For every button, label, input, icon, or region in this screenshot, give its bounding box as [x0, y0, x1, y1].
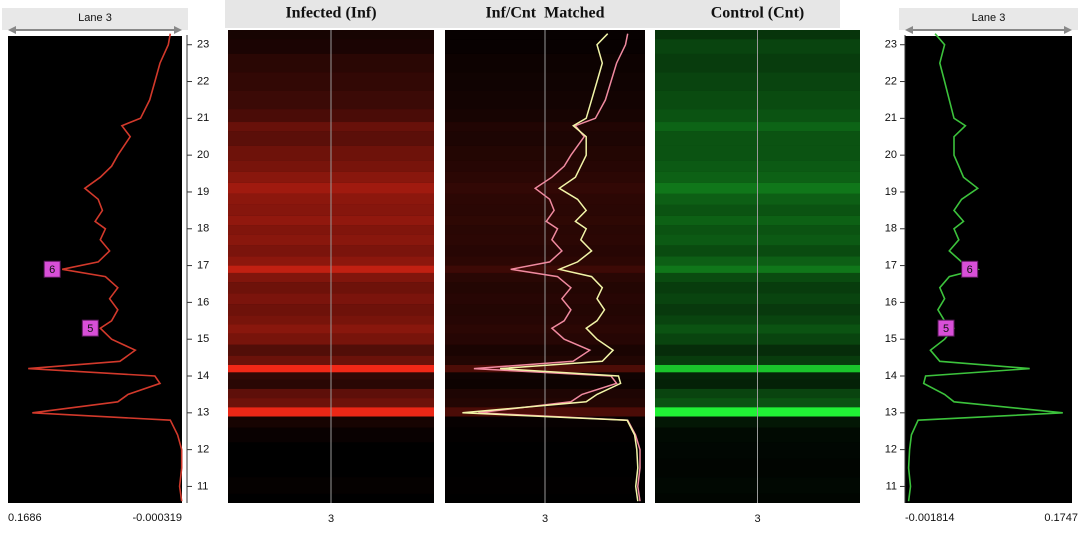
y-tick-label: 20	[197, 149, 209, 161]
y-tick-label: 14	[197, 370, 209, 382]
panel-header	[899, 8, 1078, 30]
arrow-right	[1064, 26, 1072, 34]
y-tick-label: 14	[885, 370, 897, 382]
marker-label: 6	[49, 264, 55, 276]
y-tick-label: 22	[885, 75, 897, 87]
marker-label: 5	[943, 323, 949, 335]
marker-box	[961, 260, 979, 278]
x-end-label: 0.1747	[1044, 512, 1078, 524]
plot-area	[8, 36, 182, 503]
y-tick-label: 17	[197, 259, 209, 271]
y-tick-label: 16	[197, 296, 209, 308]
y-tick-label: 11	[197, 480, 208, 492]
y-tick-label: 21	[197, 112, 209, 124]
y-tick-label: 20	[885, 149, 897, 161]
plot-area	[905, 36, 1072, 503]
x-end-label: -0.001814	[905, 512, 955, 524]
y-tick-label: 12	[885, 444, 897, 456]
gel-title: Infected (Inf)	[285, 5, 376, 22]
y-tick-label: 13	[197, 407, 209, 419]
x-end-label: 0.1686	[8, 512, 42, 524]
marker-box	[81, 319, 99, 337]
y-tick-label: 13	[885, 407, 897, 419]
profile-line	[907, 33, 1063, 502]
y-tick-label: 15	[197, 333, 209, 345]
y-tick-label: 15	[885, 333, 897, 345]
lane-label: 3	[542, 513, 548, 525]
y-tick-label: 19	[885, 186, 897, 198]
panel-title: Lane 3	[972, 12, 1006, 24]
y-tick-label: 22	[197, 75, 209, 87]
overlay-line	[462, 33, 639, 502]
title-band	[225, 0, 840, 28]
y-tick-label: 18	[885, 223, 897, 235]
y-tick-label: 18	[197, 223, 209, 235]
panel-title: Lane 3	[78, 12, 112, 24]
arrow-left	[8, 26, 16, 34]
y-tick-label: 12	[197, 444, 209, 456]
y-tick-label: 23	[885, 39, 897, 51]
arrow-left	[905, 26, 913, 34]
profile-line	[28, 33, 183, 502]
marker-label: 5	[87, 323, 93, 335]
y-tick-label: 19	[197, 186, 209, 198]
panel-header	[2, 8, 188, 30]
y-tick-label: 16	[885, 296, 897, 308]
gel-title: Control (Cnt)	[711, 5, 804, 22]
y-tick-label: 23	[197, 39, 209, 51]
y-tick-label: 21	[885, 112, 897, 124]
y-tick-label: 17	[885, 259, 897, 271]
lane-label: 3	[754, 513, 760, 525]
marker-box	[43, 260, 61, 278]
lane-label: 3	[328, 513, 334, 525]
marker-box	[937, 319, 955, 337]
x-end-label: -0.000319	[132, 512, 182, 524]
gel-title: Inf/Cnt Matched	[485, 5, 604, 22]
arrow-right	[174, 26, 182, 34]
marker-label: 6	[967, 264, 973, 276]
y-tick-label: 11	[886, 480, 897, 492]
